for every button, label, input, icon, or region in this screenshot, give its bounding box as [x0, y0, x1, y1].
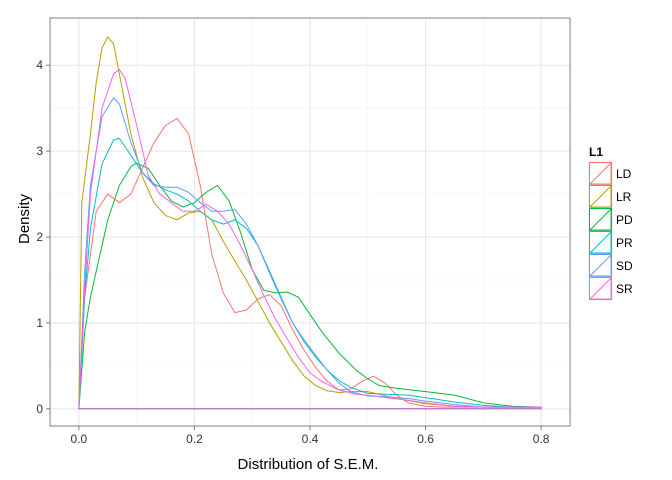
x-tick-label: 0.6: [417, 432, 434, 446]
legend-label: LR: [616, 190, 632, 204]
density-curve-sd: [78, 97, 542, 410]
density-curve-lr: [78, 36, 542, 410]
series-curves: [78, 36, 542, 410]
legend-item-sr: SR: [588, 276, 633, 301]
y-tick-label: 3: [36, 144, 43, 158]
x-tick-label: 0.4: [302, 432, 319, 446]
legend-item-lr: LR: [588, 184, 632, 209]
y-tick-label: 1: [36, 316, 43, 330]
y-tick-label: 0: [36, 402, 43, 416]
x-tick-label: 0.0: [71, 432, 88, 446]
x-axis-title: Distribution of S.E.M.: [238, 456, 379, 473]
legend-key-outline: [589, 254, 612, 277]
density-curve-pd: [78, 162, 542, 410]
legend-label: SD: [616, 259, 633, 273]
axis-ticks: 0.0 0.2 0.4 0.6 0.8 0 1 2 3 4: [36, 58, 549, 446]
legend: L1 LD LR PD PR SD SR: [588, 145, 633, 301]
legend-item-sd: SD: [588, 253, 633, 278]
legend-label: LD: [616, 167, 632, 181]
y-tick-label: 4: [36, 58, 43, 72]
legend-label: SR: [616, 282, 633, 296]
legend-item-pd: PD: [588, 207, 633, 232]
legend-label: PD: [616, 213, 633, 227]
legend-item-ld: LD: [588, 161, 632, 186]
legend-key-outline: [589, 231, 612, 254]
density-curve-sr: [78, 69, 542, 410]
density-curve-ld: [78, 118, 542, 410]
legend-key-outline: [589, 208, 612, 231]
legend-label: PR: [616, 236, 633, 250]
legend-key-outline: [589, 185, 612, 208]
x-tick-label: 0.8: [533, 432, 550, 446]
y-tick-label: 2: [36, 230, 43, 244]
legend-key-outline: [589, 162, 612, 185]
legend-title: L1: [589, 145, 603, 159]
x-tick-label: 0.2: [186, 432, 203, 446]
y-axis-title: Density: [16, 193, 33, 244]
legend-key-outline: [589, 277, 612, 300]
